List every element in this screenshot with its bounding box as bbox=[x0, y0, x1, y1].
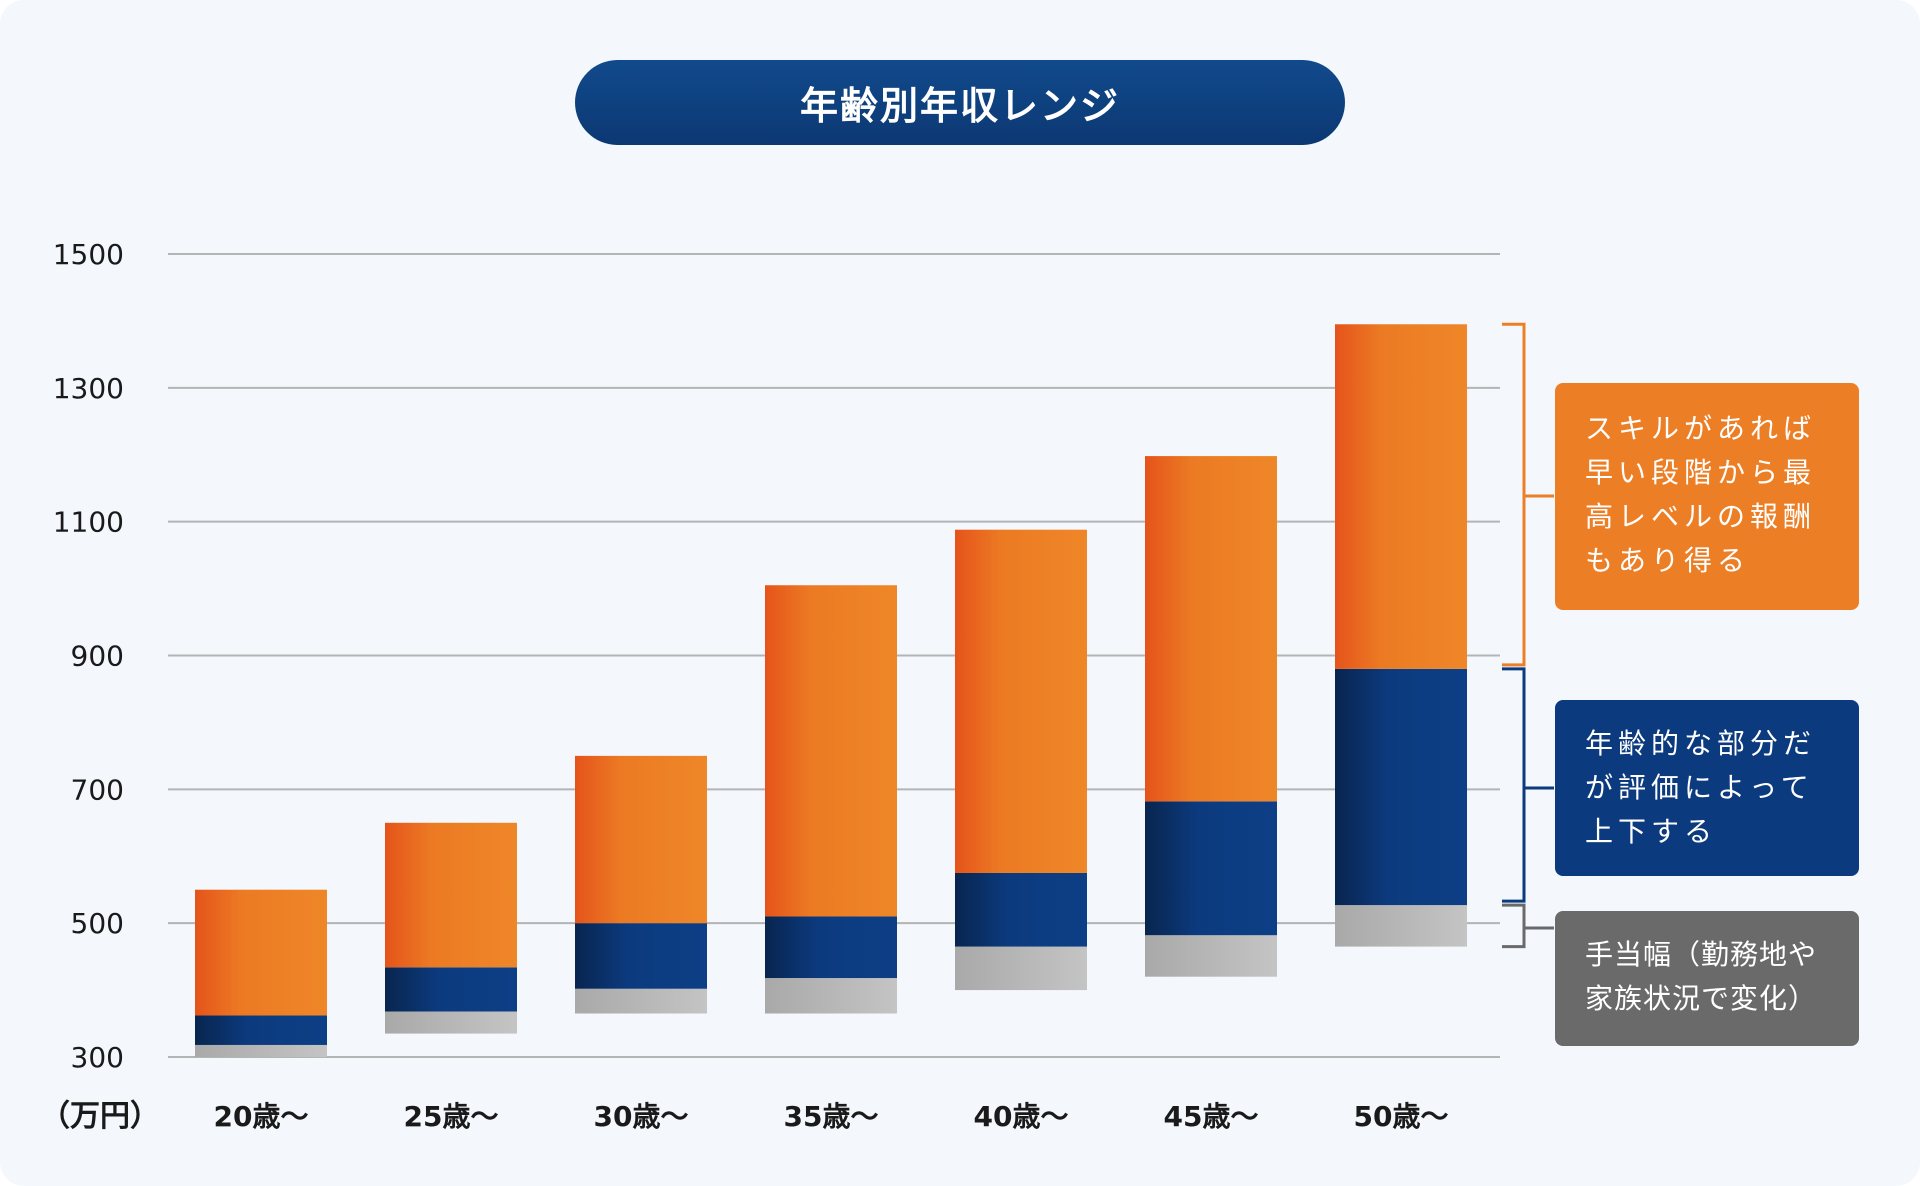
bracket-allowance bbox=[1502, 903, 1554, 949]
bar-segment-skill bbox=[1335, 324, 1467, 669]
callout-age-line: 上下する bbox=[1585, 815, 1718, 848]
bar-segment-age bbox=[955, 872, 1087, 947]
bar-segment-age bbox=[765, 916, 897, 979]
callout-allowance-line: 家族状況で変化） bbox=[1585, 982, 1818, 1015]
callout-skill-line: 高レベルの報酬 bbox=[1585, 500, 1817, 533]
bar-segment-skill bbox=[1145, 456, 1277, 802]
callout-age-line: が評価によって bbox=[1585, 771, 1814, 804]
y-axis-unit-label: （万円） bbox=[40, 1099, 160, 1134]
bar-segment-allowance bbox=[1145, 935, 1277, 977]
bar-segment-age bbox=[1335, 668, 1467, 906]
bar-segment-skill bbox=[195, 889, 327, 1016]
bar-segment-skill bbox=[575, 755, 707, 924]
y-tick-label: 500 bbox=[71, 907, 124, 940]
bar-segment-skill bbox=[385, 822, 517, 968]
bar-segment-allowance bbox=[195, 1044, 327, 1057]
x-tick-label: 40歳〜 bbox=[974, 1100, 1069, 1133]
y-tick-label: 1100 bbox=[53, 506, 124, 539]
bar-segment-skill bbox=[955, 529, 1087, 873]
y-tick-label: 700 bbox=[71, 773, 124, 806]
callout-skill-line: スキルがあれば bbox=[1585, 412, 1817, 445]
bar-segment-age bbox=[385, 967, 517, 1012]
bar-segment-allowance bbox=[765, 978, 897, 1014]
y-tick-label: 300 bbox=[71, 1041, 124, 1074]
bar-segment-allowance bbox=[1335, 905, 1467, 947]
callout-allowance: 手当幅（勤務地や 家族状況で変化） bbox=[1555, 911, 1859, 1046]
bracket-skill bbox=[1502, 322, 1554, 667]
callout-skill-line: 早い段階から最 bbox=[1585, 456, 1817, 489]
callout-allowance-line: 手当幅（勤務地や bbox=[1585, 938, 1818, 971]
bar-segment-age bbox=[575, 923, 707, 989]
x-tick-label: 50歳〜 bbox=[1354, 1100, 1449, 1133]
bar-segment-age bbox=[195, 1015, 327, 1045]
x-tick-label: 25歳〜 bbox=[404, 1100, 499, 1133]
x-tick-label: 30歳〜 bbox=[594, 1100, 689, 1133]
callout-skill: スキルがあれば 早い段階から最 高レベルの報酬 もあり得る bbox=[1555, 383, 1859, 610]
x-tick-label: 35歳〜 bbox=[784, 1100, 879, 1133]
chart-title: 年齢別年収レンジ bbox=[575, 60, 1345, 145]
y-tick-label: 1500 bbox=[53, 238, 124, 271]
callout-age-line: 年齢的な部分だ bbox=[1585, 727, 1817, 760]
bar-segment-allowance bbox=[955, 946, 1087, 991]
x-tick-label: 20歳〜 bbox=[214, 1100, 309, 1133]
bar-segment-allowance bbox=[385, 1011, 517, 1034]
callout-skill-line: もあり得る bbox=[1585, 544, 1751, 577]
bracket-age bbox=[1502, 667, 1554, 903]
x-tick-label: 45歳〜 bbox=[1164, 1100, 1259, 1133]
bar-segment-allowance bbox=[575, 988, 707, 1014]
callout-age: 年齢的な部分だ が評価によって 上下する bbox=[1555, 700, 1859, 876]
bar-segment-age bbox=[1145, 801, 1277, 936]
y-tick-label: 1300 bbox=[53, 372, 124, 405]
bar-segment-skill bbox=[765, 585, 897, 917]
y-tick-label: 900 bbox=[71, 640, 124, 673]
